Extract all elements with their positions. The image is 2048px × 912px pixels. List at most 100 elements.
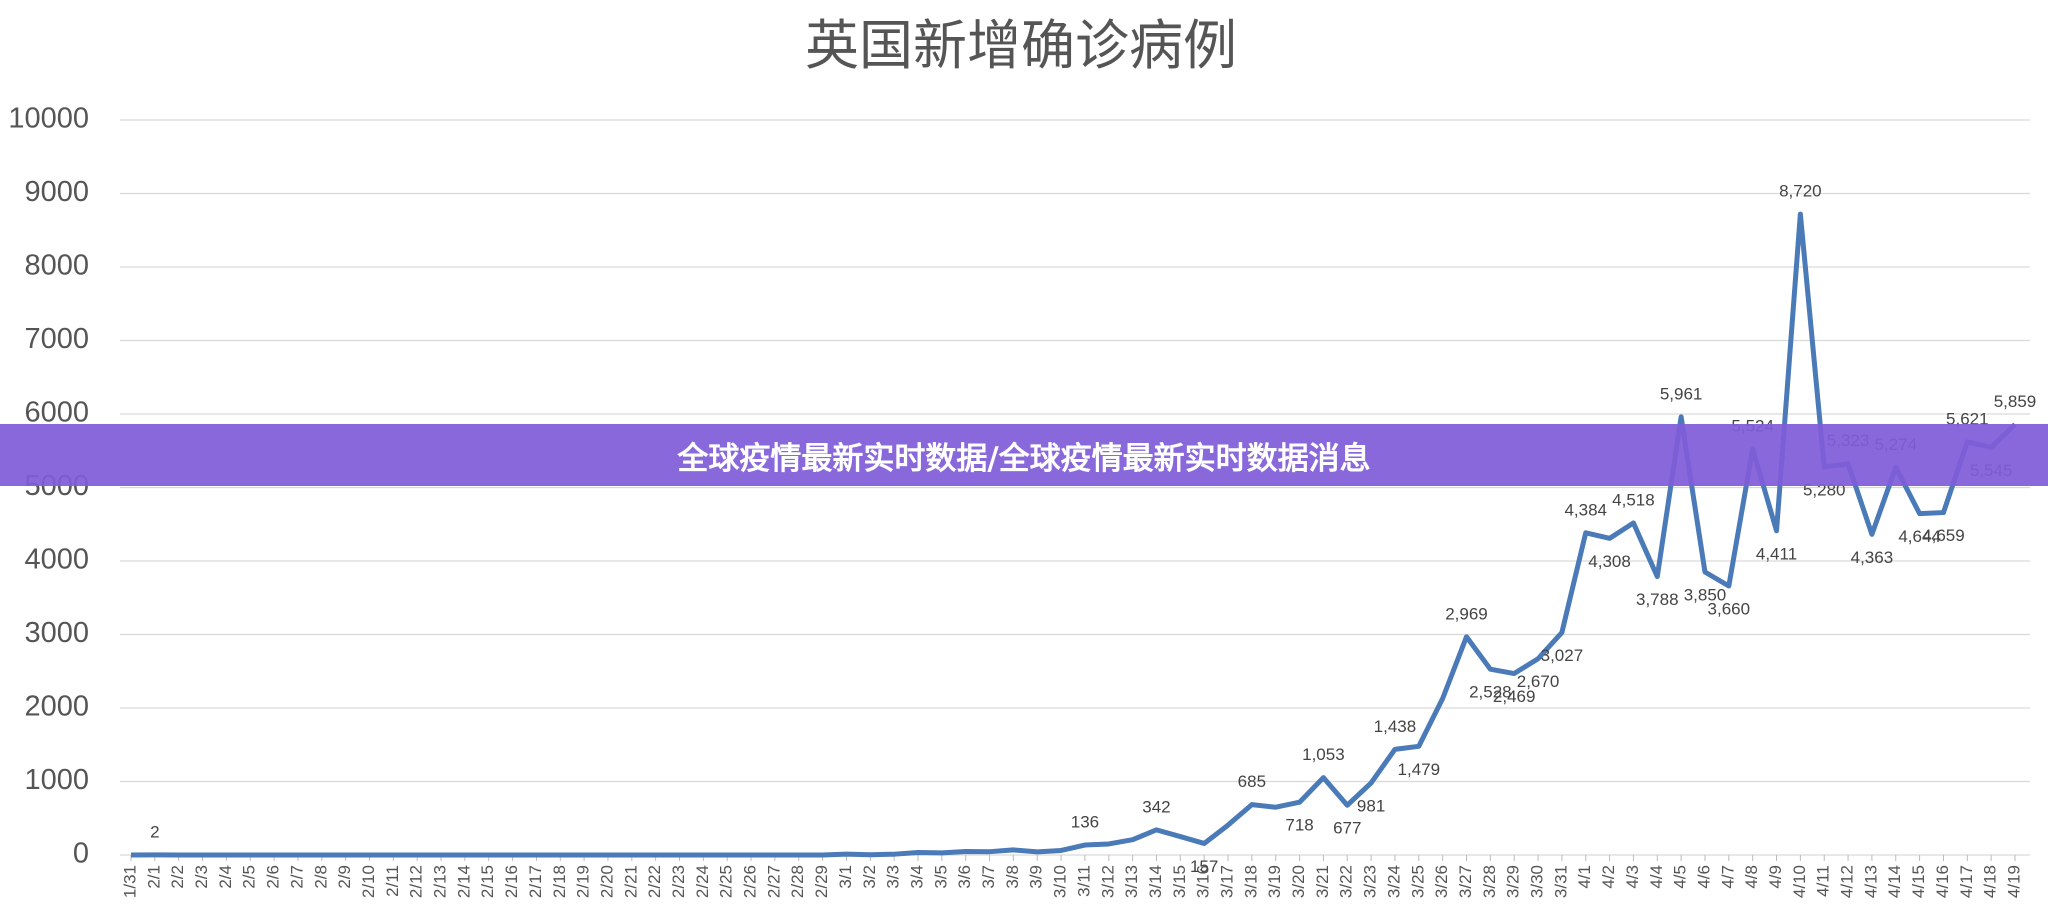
x-tick-label: 2/16 — [502, 865, 521, 898]
x-tick-label: 2/3 — [192, 865, 211, 889]
data-label: 4,644 — [1898, 527, 1941, 546]
banner: 全球疫情最新实时数据/全球疫情最新实时数据消息 — [0, 424, 2048, 486]
data-label: 4,411 — [1756, 544, 1797, 563]
x-tick-label: 3/6 — [955, 865, 974, 889]
x-tick-label: 2/10 — [359, 865, 378, 898]
x-tick-label: 3/31 — [1551, 865, 1570, 898]
data-label: 4,518 — [1612, 490, 1655, 509]
x-tick-label: 2/12 — [407, 865, 426, 898]
x-tick-label: 3/27 — [1456, 865, 1475, 898]
y-tick-label: 9000 — [24, 176, 89, 208]
x-tick-label: 3/26 — [1432, 865, 1451, 898]
x-tick-label: 2/1 — [144, 865, 163, 889]
x-tick-label: 4/19 — [2004, 865, 2023, 898]
x-tick-label: 2/19 — [574, 865, 593, 898]
x-tick-label: 2/4 — [216, 865, 235, 889]
x-tick-label: 4/11 — [1814, 865, 1833, 897]
data-label: 3,027 — [1541, 646, 1584, 665]
x-tick-label: 3/10 — [1051, 865, 1070, 898]
y-tick-label: 0 — [73, 838, 89, 870]
data-label: 2,969 — [1445, 604, 1488, 623]
x-tick-label: 4/10 — [1790, 865, 1809, 898]
x-tick-label: 3/20 — [1289, 865, 1308, 898]
y-tick-label: 1000 — [24, 764, 89, 796]
x-tick-label: 3/24 — [1384, 865, 1403, 898]
x-tick-label: 2/18 — [550, 865, 569, 898]
x-tick-label: 2/27 — [764, 865, 783, 898]
x-tick-label: 4/3 — [1623, 865, 1642, 889]
x-tick-label: 3/29 — [1504, 865, 1523, 898]
y-tick-label: 3000 — [24, 617, 89, 649]
x-tick-label: 2/14 — [454, 865, 473, 898]
x-tick-label: 3/3 — [884, 865, 903, 889]
x-tick-label: 2/8 — [311, 865, 330, 889]
data-label: 685 — [1238, 772, 1266, 791]
data-label: 5,621 — [1946, 409, 1989, 428]
x-tick-label: 3/14 — [1146, 865, 1165, 898]
x-tick-label: 3/7 — [979, 865, 998, 889]
x-tick-label: 4/9 — [1766, 865, 1785, 889]
x-tick-label: 3/22 — [1337, 865, 1356, 898]
x-tick-label: 2/2 — [168, 865, 187, 889]
data-label: 8,720 — [1779, 182, 1822, 201]
data-label: 4,384 — [1564, 500, 1607, 519]
data-label: 2,670 — [1517, 672, 1560, 691]
data-label: 2 — [150, 822, 159, 841]
x-tick-label: 3/21 — [1313, 865, 1332, 898]
x-tick-label: 4/12 — [1838, 865, 1857, 898]
y-tick-label: 8000 — [24, 250, 89, 282]
x-tick-label: 3/18 — [1241, 865, 1260, 898]
x-tick-label: 4/13 — [1861, 865, 1880, 898]
x-tick-label: 2/28 — [788, 865, 807, 898]
x-tick-label: 4/16 — [1933, 865, 1952, 898]
x-tick-label: 2/25 — [717, 865, 736, 898]
x-tick-label: 3/12 — [1098, 865, 1117, 898]
x-tick-label: 3/25 — [1408, 865, 1427, 898]
data-label: 981 — [1357, 796, 1385, 815]
x-tick-label: 4/5 — [1671, 865, 1690, 889]
data-label: 157 — [1190, 857, 1218, 876]
x-tick-label: 3/19 — [1265, 865, 1284, 898]
x-tick-label: 2/26 — [741, 865, 760, 898]
x-tick-label: 2/9 — [335, 865, 354, 889]
x-tick-label: 4/17 — [1957, 865, 1976, 898]
x-tick-label: 2/29 — [812, 865, 831, 898]
x-tick-label: 2/21 — [621, 865, 640, 898]
x-tick-label: 3/15 — [1170, 865, 1189, 898]
x-tick-label: 4/18 — [1981, 865, 2000, 898]
x-tick-label: 4/15 — [1909, 865, 1928, 898]
data-label: 3,788 — [1636, 590, 1679, 609]
x-tick-label: 2/17 — [526, 865, 545, 898]
x-tick-label: 3/1 — [836, 865, 855, 889]
data-label: 5,859 — [1994, 392, 2037, 411]
data-label: 4,659 — [1922, 526, 1965, 545]
data-label: 1,438 — [1374, 717, 1417, 736]
x-tick-label: 2/7 — [287, 865, 306, 889]
x-tick-label: 2/24 — [693, 865, 712, 898]
y-tick-label: 10000 — [8, 103, 89, 135]
x-tick-label: 3/11 — [1074, 865, 1093, 897]
data-label: 2,469 — [1493, 687, 1536, 706]
x-tick-label: 3/28 — [1480, 865, 1499, 898]
x-tick-label: 3/4 — [907, 865, 926, 889]
x-tick-label: 2/20 — [597, 865, 616, 898]
x-tick-label: 2/13 — [431, 865, 450, 898]
x-tick-label: 4/14 — [1885, 865, 1904, 898]
data-label: 3,850 — [1684, 586, 1727, 605]
data-label: 1,053 — [1302, 745, 1345, 764]
data-label: 718 — [1285, 816, 1313, 835]
y-tick-label: 6000 — [24, 397, 89, 429]
x-tick-label: 2/15 — [478, 865, 497, 898]
data-label: 342 — [1142, 797, 1170, 816]
data-line — [130, 211, 2017, 858]
x-tick-label: 2/23 — [669, 865, 688, 898]
x-tick-label: 3/9 — [1027, 865, 1046, 889]
x-tick-label: 3/13 — [1122, 865, 1141, 898]
x-tick-label: 4/2 — [1599, 865, 1618, 889]
x-tick-label: 4/1 — [1575, 865, 1594, 889]
x-tick-label: 3/5 — [931, 865, 950, 889]
x-tick-label: 4/4 — [1647, 865, 1666, 889]
x-tick-label: 2/22 — [645, 865, 664, 898]
x-tick-label: 2/6 — [264, 865, 283, 889]
